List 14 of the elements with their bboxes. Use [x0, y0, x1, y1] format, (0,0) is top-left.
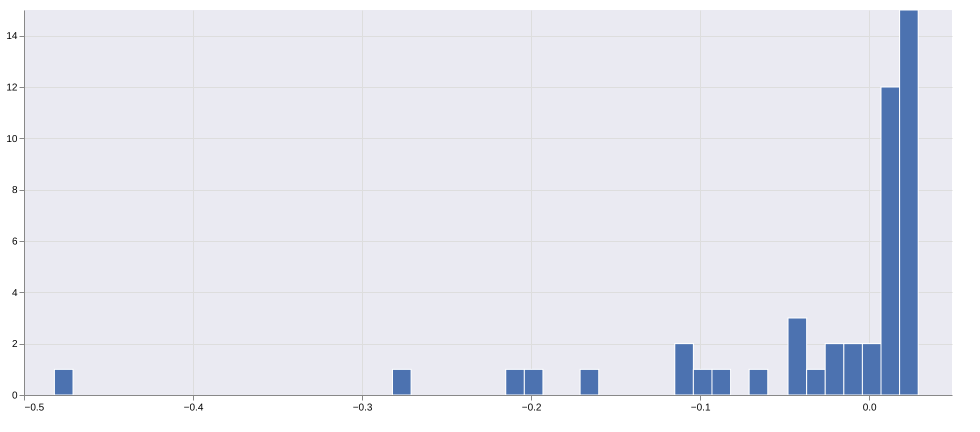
y-tick-label: 2 [12, 339, 18, 350]
x-tick-label: 0.0 [862, 402, 878, 414]
y-tick-label: 4 [12, 288, 18, 299]
y-tick-label: 12 [6, 82, 18, 94]
y-tick-label: 10 [6, 134, 18, 145]
x-tick-label: −0.2 [522, 402, 542, 414]
y-tick-label: 14 [6, 31, 18, 42]
x-tick-label: −0.1 [690, 402, 711, 414]
x-tick-label: −0.5 [24, 402, 45, 414]
y-tick-label: 6 [12, 236, 18, 248]
y-tick-label: 0 [12, 390, 18, 402]
x-tick-label: −0.3 [352, 402, 373, 414]
x-tick-label: −0.4 [184, 402, 204, 414]
y-tick-label: 8 [12, 185, 18, 196]
